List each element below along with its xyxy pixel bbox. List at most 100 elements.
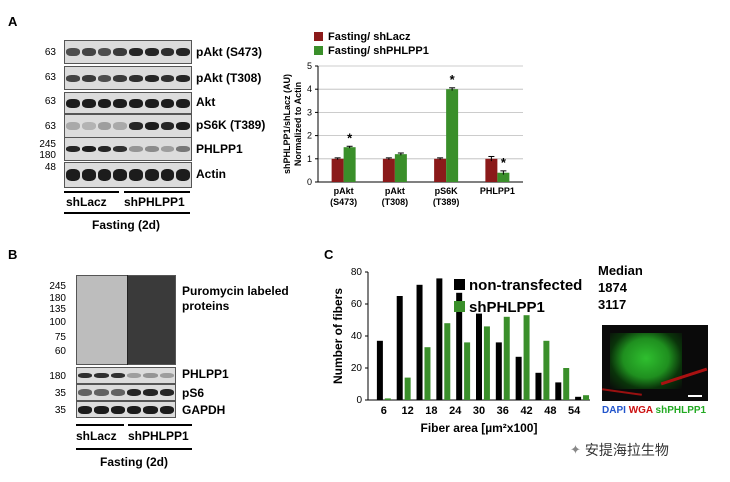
x-tick-label: (T389) xyxy=(433,197,460,207)
blot-band xyxy=(160,48,175,56)
blot-band xyxy=(129,146,143,152)
chart-a: 0 1 2 3 4 5 shPHLPP1/shLacz (AU)Normalized to … xyxy=(282,31,523,207)
mw-marker: 48 xyxy=(44,162,56,173)
x-tick-label: PHLPP1 xyxy=(480,186,515,196)
legend-dapi: DAPI xyxy=(602,405,626,416)
blot-band xyxy=(144,169,159,181)
bar-shphlpp1 xyxy=(404,377,411,400)
blot-band xyxy=(81,98,96,108)
mw-marker: 180 xyxy=(49,371,66,382)
blot-label: pS6K (T389) xyxy=(196,118,266,132)
bar-shlacz xyxy=(485,158,498,182)
blot-band xyxy=(129,122,143,130)
blot-band xyxy=(127,373,142,378)
blot-band xyxy=(66,146,80,152)
bar-shphlpp1 xyxy=(523,315,530,400)
blot-band xyxy=(176,122,190,130)
blot-band xyxy=(110,405,125,414)
blot-band xyxy=(97,146,112,152)
legend-swatch xyxy=(454,279,465,290)
x-tick-label: pS6K xyxy=(435,186,459,196)
blot-band xyxy=(78,405,93,414)
x-tick-label: pAkt xyxy=(385,186,405,196)
mw-marker: 245 xyxy=(49,281,66,292)
blot-band xyxy=(97,98,112,108)
y-axis-label: Number of fibers xyxy=(331,288,345,384)
blot-label: PHLPP1 xyxy=(182,367,229,381)
blot-band xyxy=(144,74,159,82)
panel-a-letter: A xyxy=(8,14,18,29)
blot-label: Akt xyxy=(196,95,216,109)
blot-band xyxy=(113,48,127,56)
blot-band xyxy=(113,98,127,108)
blot-band xyxy=(81,74,96,82)
blot-band xyxy=(129,48,143,56)
x-tick-label: 42 xyxy=(520,405,532,417)
bar-nontransfected xyxy=(515,356,522,400)
group-line-shlacz xyxy=(64,191,119,193)
median-block: Median 1874 3117 xyxy=(598,262,643,313)
blot-band xyxy=(129,74,143,82)
x-tick-label: 48 xyxy=(544,405,556,417)
bar-shphlpp1 xyxy=(343,147,356,182)
group-label-shphlpp1: shPHLPP1 xyxy=(124,195,185,209)
blot-band xyxy=(66,122,80,130)
bar-shphlpp1 xyxy=(464,342,471,400)
legend-swatch xyxy=(314,46,323,55)
blot-band xyxy=(78,389,93,396)
blot-strip-phlpp1 xyxy=(64,137,192,161)
blot-band xyxy=(66,48,80,56)
chart-c: 0 20 40 60 80 6 12 18 24 30 36 42 48 54 Number of fibe… xyxy=(331,267,590,435)
blot-band xyxy=(176,74,190,82)
blot-band xyxy=(143,405,158,414)
blot-band xyxy=(66,74,80,82)
condition-label: Fasting (2d) xyxy=(100,455,168,469)
bar-shphlpp1 xyxy=(446,89,459,182)
y-tick-label: 20 xyxy=(351,363,363,374)
scale-bar xyxy=(688,395,702,397)
legend-label: non-transfected xyxy=(469,277,582,294)
bar-shlacz xyxy=(331,158,344,182)
bar-shphlpp1 xyxy=(394,154,407,182)
legend-gfp: shPHLPP1 xyxy=(655,405,707,416)
blot-band xyxy=(176,98,190,108)
blot-label: pS6 xyxy=(182,386,205,400)
y-tick-label: 1 xyxy=(307,154,312,164)
blot-band xyxy=(144,122,159,130)
y-tick-label: 40 xyxy=(351,331,363,342)
y-tick-label: 60 xyxy=(351,299,363,310)
x-tick-label: 36 xyxy=(497,405,509,417)
blot-band xyxy=(144,98,159,108)
blot-band xyxy=(97,122,112,130)
watermark-text: 安提海拉生物 xyxy=(584,442,669,458)
bar-shphlpp1 xyxy=(424,347,431,400)
legend-label: Fasting/ shPHLPP1 xyxy=(328,45,429,57)
bar-nontransfected xyxy=(376,340,383,400)
x-tick-label: 12 xyxy=(402,405,414,417)
y-tick-label: 0 xyxy=(307,177,312,187)
blot-strip-pakt-t308 xyxy=(64,66,192,90)
watermark: ✦ 安提海拉生物 xyxy=(570,440,669,460)
y-axis-label: shPHLPP1/shLacz (AU)Normalized to Actin xyxy=(282,74,303,174)
bar-nontransfected xyxy=(476,313,482,400)
blot-band xyxy=(78,373,93,378)
mw-marker: 135 xyxy=(49,304,66,315)
panel-b-letter: B xyxy=(8,247,18,262)
blot-band xyxy=(81,48,96,56)
x-tick-label: 18 xyxy=(425,405,437,417)
blot-strip-phlpp1-b xyxy=(76,367,176,384)
mw-marker: 35 xyxy=(54,405,66,416)
blot-band xyxy=(113,169,127,181)
blot-band xyxy=(129,169,143,181)
group-line-shphlpp1 xyxy=(128,424,192,426)
mw-marker: 60 xyxy=(54,346,66,357)
mw-marker: 245 xyxy=(39,139,56,150)
significance-star: * xyxy=(501,155,507,170)
group-label-shlacz: shLacz xyxy=(66,195,107,209)
blot-band xyxy=(160,74,175,82)
blot-band xyxy=(113,122,127,130)
blot-strip-pakt-s473 xyxy=(64,40,192,64)
blot-band xyxy=(127,389,142,396)
y-axis-label-line: Normalized to Actin xyxy=(293,82,303,166)
blot-band xyxy=(160,122,175,130)
